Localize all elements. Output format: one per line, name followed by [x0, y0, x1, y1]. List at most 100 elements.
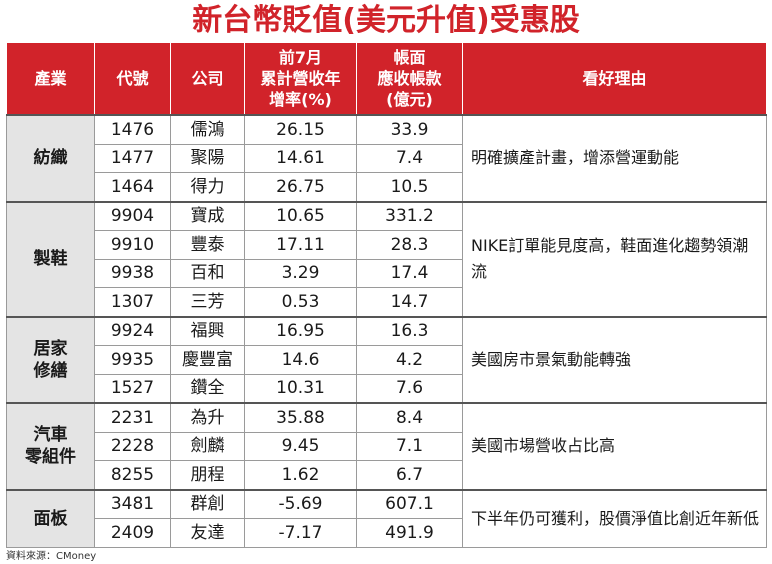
table-row: 9938 百和 3.29 17.4	[7, 258, 767, 288]
header-receivable-line: (億元)	[386, 90, 433, 109]
reason-cell: 明確擴產計畫，增添營運動能	[462, 114, 767, 202]
industry-line: 製鞋	[33, 249, 68, 269]
table-row: 汽車 零組件 2231 為升 35.88 8.4 美國市場營收占比高	[6, 402, 767, 490]
table-row: 製鞋 9904 寶成 10.65 331.2 NIKE訂單能見度高，鞋面進化趨勢…	[6, 200, 767, 317]
company-cell: 朋程	[170, 460, 245, 490]
code-cell: 1307	[94, 287, 171, 317]
stocks-table: 產業 代號 公司 前7月 累計營收年 增率(%) 帳面 應收帳款 (億元) 看好…	[6, 42, 767, 548]
industry-line: 修繕	[33, 360, 68, 381]
receivable-cell: 607.1	[356, 488, 463, 519]
receivable-cell: 6.7	[356, 460, 463, 490]
code-cell: 1464	[94, 172, 171, 202]
code-cell: 3481	[94, 488, 171, 519]
growth-cell: 9.45	[244, 431, 357, 461]
code-cell: 2228	[94, 431, 171, 461]
industry-cell: 製鞋	[6, 200, 95, 317]
company-cell: 得力	[170, 172, 245, 202]
code-cell: 1477	[94, 143, 171, 173]
receivable-cell: 28.3	[356, 230, 463, 260]
company-cell: 三芳	[170, 287, 245, 317]
header-code: 代號	[94, 42, 171, 116]
industry-line: 汽車	[33, 425, 68, 446]
header-growth: 前7月 累計營收年 增率(%)	[244, 42, 357, 116]
company-cell: 慶豐富	[170, 345, 245, 375]
growth-cell: 10.65	[244, 200, 357, 231]
company-cell: 寶成	[170, 200, 245, 231]
code-cell: 2231	[94, 402, 171, 433]
company-cell: 百和	[170, 258, 245, 288]
page-title: 新台幣貶值(美元升值)受惠股	[192, 3, 580, 38]
industry-cell: 面板	[6, 488, 95, 548]
growth-cell: 0.53	[244, 287, 357, 317]
header-industry: 產業	[6, 42, 95, 116]
company-cell: 豐泰	[170, 230, 245, 260]
company-cell: 儒鴻	[170, 114, 245, 145]
table-row: 1477 聚陽 14.61 7.4	[7, 143, 767, 173]
table-row: 9935 慶豐富 14.6 4.2	[7, 345, 767, 375]
code-cell: 9938	[94, 258, 171, 288]
company-cell: 友達	[170, 518, 245, 548]
industry-cell: 汽車 零組件	[6, 402, 95, 490]
table-row: 居家 修繕 9924 福興 16.95 16.3 美國房市景氣動能轉強	[6, 315, 767, 404]
header-receivable: 帳面 應收帳款 (億元)	[356, 42, 463, 116]
growth-cell: 17.11	[244, 230, 357, 260]
growth-cell: -7.17	[244, 518, 357, 548]
reason-cell: 下半年仍可獲利，股價淨值比創近年新低	[462, 488, 767, 548]
receivable-cell: 17.4	[356, 258, 463, 288]
industry-line: 紡織	[33, 148, 68, 169]
table-row: 1464 得力 26.75 10.5	[7, 172, 767, 202]
receivable-cell: 8.4	[356, 402, 463, 433]
industry-line: 面板	[33, 508, 68, 529]
reason-cell: NIKE訂單能見度高，鞋面進化趨勢領潮流	[462, 200, 767, 317]
code-cell: 9904	[94, 200, 171, 231]
growth-cell: -5.69	[244, 488, 357, 519]
code-cell: 9910	[94, 230, 171, 260]
reason-cell: 美國市場營收占比高	[462, 402, 767, 490]
growth-cell: 1.62	[244, 460, 357, 490]
receivable-cell: 16.3	[356, 315, 463, 346]
reason-cell: 美國房市景氣動能轉強	[462, 315, 767, 404]
code-cell: 8255	[94, 460, 171, 490]
company-cell: 為升	[170, 402, 245, 433]
growth-cell: 26.75	[244, 172, 357, 202]
growth-cell: 3.29	[244, 258, 357, 288]
header-receivable-line: 應收帳款	[377, 69, 442, 88]
header-growth-line: 增率(%)	[269, 90, 332, 109]
table-row: 面板 3481 群創 -5.69 607.1 下半年仍可獲利，股價淨值比創近年新…	[6, 488, 767, 548]
code-cell: 1476	[94, 114, 171, 145]
growth-cell: 26.15	[244, 114, 357, 145]
industry-cell: 居家 修繕	[6, 315, 95, 404]
receivable-cell: 331.2	[356, 200, 463, 231]
header-growth-line: 累計營收年	[260, 69, 341, 88]
table-row: 2228 劍麟 9.45 7.1	[7, 431, 767, 461]
code-cell: 2409	[94, 518, 171, 548]
industry-line: 居家	[33, 338, 68, 359]
growth-cell: 14.61	[244, 143, 357, 173]
receivable-cell: 491.9	[356, 518, 463, 548]
growth-cell: 16.95	[244, 315, 357, 346]
company-cell: 鑽全	[170, 373, 245, 404]
header-growth-line: 前7月	[278, 48, 323, 67]
code-cell: 9924	[94, 315, 171, 346]
receivable-cell: 33.9	[356, 114, 463, 145]
table-row: 1527 鑽全 10.31 7.6	[7, 373, 767, 404]
code-cell: 9935	[94, 345, 171, 375]
table-row: 紡織 1476 儒鴻 26.15 33.9 明確擴產計畫，增添營運動能	[6, 114, 767, 202]
header-reason: 看好理由	[462, 42, 767, 116]
source-note: 資料來源：CMoney	[6, 551, 97, 562]
receivable-cell: 7.4	[356, 143, 463, 173]
receivable-cell: 14.7	[356, 287, 463, 317]
code-cell: 1527	[94, 373, 171, 404]
company-cell: 群創	[170, 488, 245, 519]
receivable-cell: 7.6	[356, 373, 463, 404]
receivable-cell: 10.5	[356, 172, 463, 202]
header-company: 公司	[170, 42, 245, 116]
company-cell: 福興	[170, 315, 245, 346]
receivable-cell: 4.2	[356, 345, 463, 375]
growth-cell: 14.6	[244, 345, 357, 375]
table-row: 9910 豐泰 17.11 28.3	[7, 230, 767, 260]
receivable-cell: 7.1	[356, 431, 463, 461]
industry-cell: 紡織	[6, 114, 95, 202]
industry-line: 零組件	[25, 447, 76, 468]
company-cell: 聚陽	[170, 143, 245, 173]
